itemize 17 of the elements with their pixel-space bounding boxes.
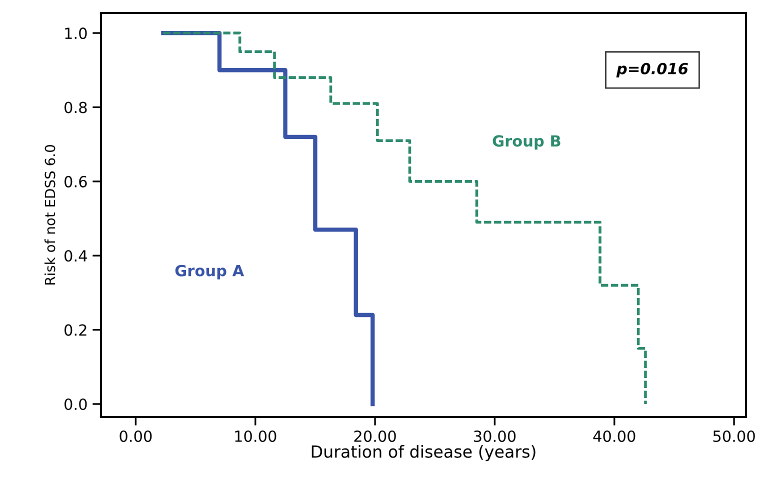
x-axis-title: Duration of disease (years) [312,444,536,462]
x-tick-label: 0.00 [120,430,152,442]
y-tick-label: 0.2 [64,324,86,336]
y-tick-label: 0.6 [64,176,87,188]
annotation: p=0.016 [616,62,688,78]
y-tick-label: 0.8 [64,102,87,114]
x-tick-label: 40.00 [593,430,636,442]
text: Group A [175,264,244,280]
text: Group B [492,135,560,150]
x-tick-label: 10.00 [235,430,276,442]
y-axis-title: Risk of not EDSS 6.0 [44,145,56,285]
y-tick-label: 1.0 [65,28,87,40]
y-tick-label: 0.0 [64,398,87,410]
x-tick-label: 50.00 [713,430,755,442]
x-tick-label: 20.00 [354,430,396,442]
y-tick-label: 0.4 [64,250,87,262]
x-tick-label: 30.00 [474,430,516,442]
